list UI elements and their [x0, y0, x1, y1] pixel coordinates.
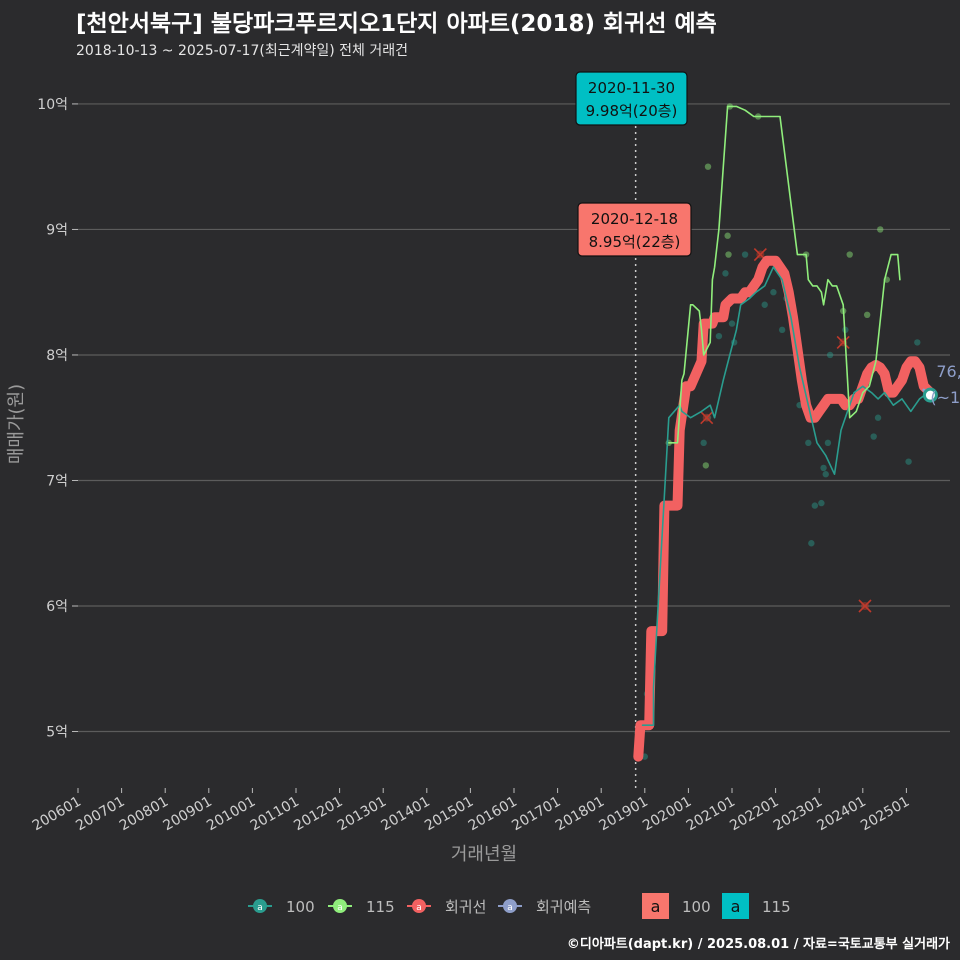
legend-box-label: 100 — [682, 898, 711, 916]
scatter-point — [914, 339, 921, 346]
scatter-point — [725, 251, 732, 258]
legend-label: 115 — [366, 898, 395, 916]
scatter-point — [700, 439, 707, 447]
scatter-point — [728, 320, 736, 327]
chart-title: [천안서북구] 불당파크푸르지오1단지 아파트(2018) 회귀선 예측 — [76, 11, 717, 37]
forecast-area-label: (~100㎡) — [930, 388, 960, 407]
x-tick-label: 200901 — [161, 794, 215, 835]
x-tick-label: 200801 — [117, 794, 171, 835]
scatter-point — [877, 226, 884, 233]
scatter-point — [722, 270, 729, 277]
scatter-point — [805, 439, 812, 447]
x-tick-label: 201201 — [291, 794, 345, 835]
x-tick-label: 202101 — [684, 794, 738, 835]
scatter-point — [826, 351, 834, 359]
scatter-point — [818, 499, 825, 507]
y-tick-label: 8억 — [46, 348, 68, 364]
annotation-price: 8.95억(22층) — [589, 233, 681, 251]
legend-box-glyph: a — [651, 897, 661, 916]
y-tick-label: 10억 — [37, 97, 68, 113]
annotation-price: 9.98억(20층) — [586, 102, 678, 120]
forecast-endpoint — [922, 387, 938, 403]
grid-layer — [78, 103, 950, 788]
scatter-point — [870, 433, 877, 440]
scatter-point — [702, 462, 710, 469]
legend-dot-glyph: a — [257, 903, 263, 913]
legend-dot-swatch — [253, 899, 267, 913]
x-axis-title: 거래년월 — [451, 844, 517, 865]
scatter-point — [811, 502, 819, 509]
y-tick-label: 5억 — [46, 725, 68, 741]
scatter-point — [820, 464, 827, 472]
scatter-point — [778, 326, 786, 334]
series-line-115 — [668, 105, 901, 444]
scatter-point — [770, 289, 777, 296]
legend-dot-swatch — [412, 899, 426, 913]
x-tick-label: 202301 — [771, 794, 825, 835]
legend-box-swatch — [722, 893, 749, 919]
annotation-layer: 76,800 (~100㎡) 2020-11-30 9.98억(20층) 2020-12… — [575, 71, 960, 407]
x-tick-label: 201901 — [597, 794, 651, 835]
x-tick-label: 201301 — [335, 794, 389, 835]
x-tick-label: 202001 — [640, 794, 694, 835]
y-tick-label: 9억 — [46, 222, 68, 238]
legend-box-swatch — [642, 893, 669, 919]
annotation-box-100 — [577, 202, 692, 257]
scatter-point — [874, 414, 882, 421]
x-tick-label: 202501 — [858, 794, 912, 835]
scatter-point — [824, 439, 832, 447]
cancelled-x-mark — [836, 335, 850, 349]
y-axis-title: 매매가(원) — [6, 384, 27, 464]
legend-box-label: 115 — [762, 898, 791, 916]
x-tick-label: 201501 — [422, 794, 476, 835]
x-tick-label: 201401 — [379, 794, 433, 835]
y-tick-label: 7억 — [46, 473, 68, 489]
series-lines-layer — [633, 105, 936, 762]
y-tick-label: 6억 — [46, 599, 68, 615]
legend-label: 회귀선 — [445, 898, 486, 916]
annotation-date: 2020-12-18 — [591, 210, 678, 228]
x-tick-label: 202401 — [815, 794, 869, 835]
legend-dot-swatch — [503, 899, 517, 913]
x-tick-label: 201101 — [248, 794, 302, 835]
x-tick-label: 201701 — [509, 794, 563, 835]
chart-subtitle: 2018-10-13 ~ 2025-07-17(최근계약일) 전체 거래건 — [76, 43, 408, 59]
scatter-point — [808, 540, 815, 547]
scatter-point — [715, 332, 723, 340]
x-tick-label: 201601 — [466, 794, 520, 835]
x-tick-label: 200701 — [73, 794, 127, 835]
scatter-point — [822, 471, 829, 478]
scatter-point — [846, 251, 853, 258]
scatter-point — [905, 458, 912, 465]
x-tick-label: 201801 — [553, 794, 607, 835]
legend-box-glyph: a — [731, 897, 741, 916]
forecast-value-label: 76,800 — [936, 362, 960, 381]
footer-credit: ©디아파트(dapt.kr) / 2025.08.01 / 자료=국토교통부 실… — [566, 937, 950, 952]
legend-label: 100 — [286, 898, 315, 916]
annotation-date: 2020-11-30 — [588, 79, 675, 97]
cancelled-x-mark — [700, 411, 714, 425]
scatter-point — [863, 311, 871, 318]
scatter-point — [741, 251, 749, 258]
x-tick-label: 201001 — [204, 794, 258, 835]
legend-dot-glyph: a — [507, 903, 513, 913]
x-tick-label: 202201 — [727, 794, 781, 835]
series-line-100 — [641, 266, 929, 726]
x-tick-label: 200601 — [30, 794, 84, 835]
cancelled-x-mark — [858, 599, 872, 613]
scatter-point — [724, 232, 731, 239]
legend-dot-glyph: a — [416, 903, 422, 913]
annotation-box-115 — [575, 71, 688, 126]
scatter-point — [761, 301, 768, 308]
legend: a 100 a 115 a 회귀선 a 회귀예측 a 100 a 115 — [248, 893, 791, 919]
regression-line — [633, 255, 936, 762]
scatter-point — [704, 163, 712, 170]
legend-label: 회귀예측 — [536, 898, 591, 916]
legend-dot-glyph: a — [337, 903, 343, 913]
legend-dot-swatch — [333, 899, 347, 913]
